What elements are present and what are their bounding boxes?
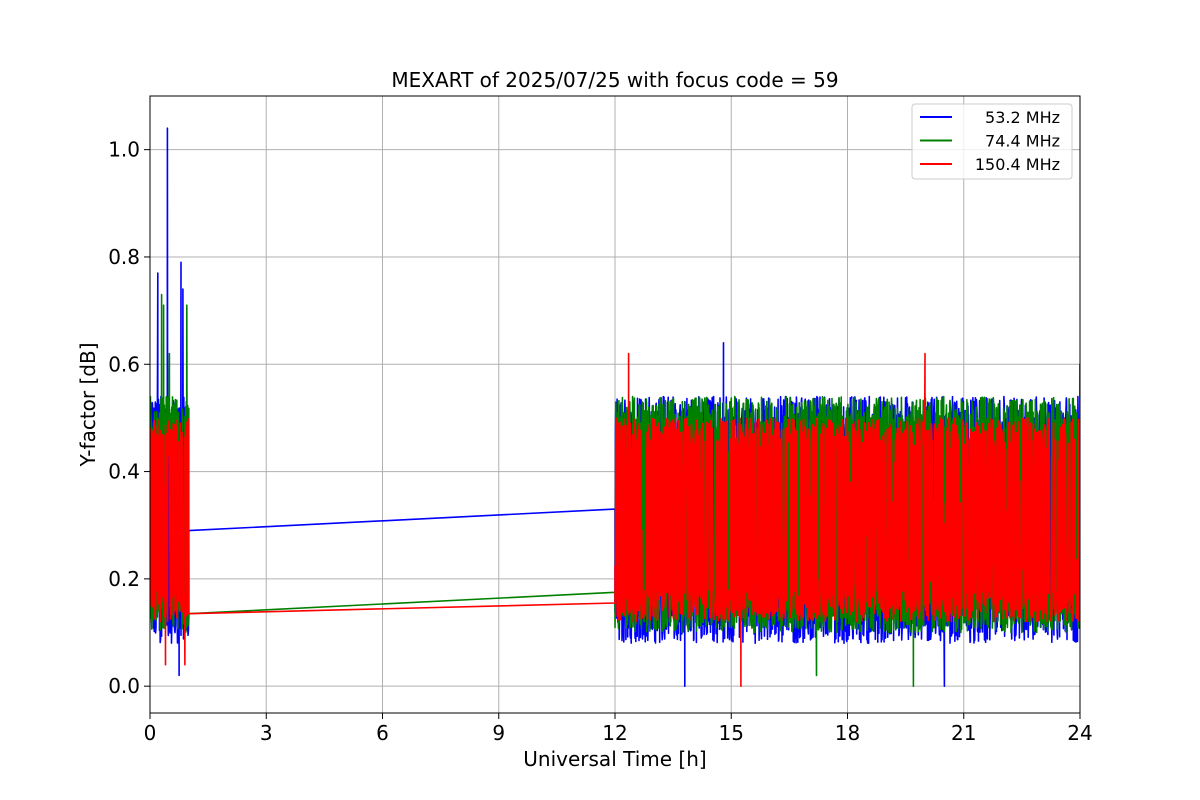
x-tick-label: 9 xyxy=(492,721,505,745)
x-tick-label: 6 xyxy=(376,721,389,745)
plot-data xyxy=(150,127,1080,687)
legend: 53.2 MHz 74.4 MHz 150.4 MHz xyxy=(911,103,1073,180)
chart-title: MEXART of 2025/07/25 with focus code = 5… xyxy=(391,68,838,92)
y-tick-label: 0.2 xyxy=(108,567,140,591)
series-line-3 xyxy=(150,352,1080,687)
x-tick-label: 0 xyxy=(144,721,157,745)
y-tick-label: 0.6 xyxy=(108,352,140,376)
legend-label-1: 53.2 MHz xyxy=(985,108,1060,127)
legend-label-3: 150.4 MHz xyxy=(975,155,1060,174)
y-tick-label: 0.0 xyxy=(108,674,140,698)
legend-box xyxy=(911,103,1073,180)
x-axis-label: Universal Time [h] xyxy=(523,747,706,771)
x-tick-label: 18 xyxy=(835,721,860,745)
y-axis-label: Y-factor [dB] xyxy=(76,342,100,467)
x-tick-label: 24 xyxy=(1067,721,1092,745)
y-tick-label: 0.4 xyxy=(108,460,140,484)
x-tick-label: 21 xyxy=(951,721,976,745)
legend-label-2: 74.4 MHz xyxy=(985,132,1060,151)
axis-ticks: 0 3 6 9 12 15 18 21 24 0.0 0.2 0.4 0.6 0.8 1.0 xyxy=(108,138,1093,745)
x-tick-label: 15 xyxy=(719,721,744,745)
y-tick-label: 1.0 xyxy=(108,138,140,162)
x-tick-label: 12 xyxy=(602,721,627,745)
x-tick-label: 3 xyxy=(260,721,273,745)
y-tick-label: 0.8 xyxy=(108,245,140,269)
